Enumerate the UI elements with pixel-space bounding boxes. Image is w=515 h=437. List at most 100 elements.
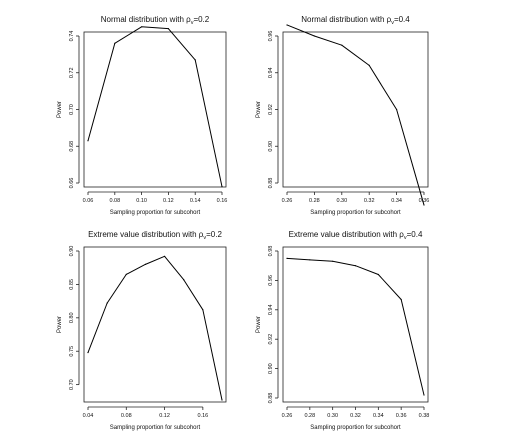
data-point — [87, 351, 89, 354]
chart-title-subscript: v — [203, 235, 206, 241]
data-point — [163, 255, 166, 257]
data-point — [141, 26, 143, 28]
y-tick-label: 0.88 — [268, 178, 274, 189]
plot-frame — [83, 246, 227, 403]
x-tick-label: 0.38 — [419, 413, 430, 419]
data-point — [194, 59, 196, 61]
x-tick-label: 0.08 — [121, 413, 132, 419]
y-tick-label: 0.90 — [268, 141, 274, 152]
chart-title-main: Extreme value distribution with ρ — [289, 230, 405, 239]
plot-frame — [83, 31, 227, 188]
chart-title: Normal distribution with ρv=0.4 — [301, 15, 410, 26]
x-tick-label: 0.32 — [364, 198, 375, 204]
y-tick-label: 0.94 — [268, 304, 274, 315]
chart-panel-1: Normal distribution with ρv=0.2 0.06 0.08 0… — [57, 15, 227, 216]
y-tick-label: 0.98 — [268, 246, 274, 257]
data-point — [368, 64, 370, 66]
data-point — [167, 28, 169, 30]
chart-title-subscript: v — [391, 20, 394, 26]
y-tick-label: 0.92 — [268, 104, 274, 115]
y-axis-label: Power — [57, 316, 63, 333]
y-axis-label: Power — [57, 101, 63, 118]
x-tick-label: 0.12 — [163, 198, 174, 204]
x-axis-label: Sampling proportion for subcohort — [310, 210, 401, 216]
y-tick-label: 0.88 — [268, 393, 274, 404]
y-tick-label: 0.94 — [268, 67, 274, 78]
y-tick-label: 0.70 — [69, 104, 75, 115]
x-tick-label: 0.06 — [83, 198, 94, 204]
x-tick-label: 0.32 — [350, 413, 361, 419]
power-series-line — [87, 255, 223, 401]
y-tick-label: 0.90 — [69, 246, 75, 257]
chart-title-subscript: v — [404, 235, 407, 241]
power-series-line — [286, 257, 425, 396]
data-point — [286, 257, 288, 259]
data-point — [332, 260, 334, 262]
y-tick-label: 0.74 — [69, 31, 75, 42]
data-point — [354, 265, 357, 267]
data-point — [125, 273, 127, 275]
plot-frame — [282, 246, 429, 403]
data-point — [106, 302, 108, 304]
data-point — [183, 279, 185, 281]
x-tick-label: 0.16 — [197, 413, 208, 419]
y-tick-label: 0.75 — [69, 346, 75, 357]
y-axis-label: Power — [256, 316, 262, 333]
data-point — [309, 259, 311, 261]
power-series-line — [286, 24, 425, 206]
x-axis-label: Sampling proportion for subcohort — [310, 425, 401, 431]
y-tick-label: 0.68 — [69, 141, 75, 152]
data-point — [400, 298, 402, 301]
x-tick-label: 0.14 — [190, 198, 201, 204]
data-point — [114, 42, 116, 44]
chart-title-main: Normal distribution with ρ — [101, 15, 191, 24]
chart-title-main: Extreme value distribution with ρ — [88, 230, 204, 239]
y-axis-label: Power — [256, 101, 262, 118]
x-tick-label: 0.36 — [396, 413, 407, 419]
power-series-line — [87, 26, 223, 187]
data-point — [423, 204, 425, 206]
chart-title-tail: =0.2 — [193, 15, 209, 24]
data-point — [202, 309, 204, 311]
data-point — [87, 140, 89, 142]
x-tick-label: 0.28 — [309, 198, 320, 204]
x-tick-label: 0.26 — [282, 198, 293, 204]
y-tick-label: 0.80 — [69, 312, 75, 323]
chart-panel-3: Extreme value distribution with ρv=0.2 0.… — [57, 230, 227, 431]
x-tick-label: 0.26 — [282, 413, 293, 419]
data-point — [396, 108, 398, 111]
plot-frame — [282, 31, 429, 188]
y-tick-label: 0.72 — [69, 67, 75, 78]
data-point — [221, 186, 223, 188]
chart-title-main: Normal distribution with ρ — [301, 15, 391, 24]
data-point — [144, 263, 147, 265]
x-tick-label: 0.34 — [373, 413, 384, 419]
x-tick-label: 0.16 — [217, 198, 228, 204]
data-point — [313, 35, 315, 37]
y-tick-label: 0.96 — [268, 275, 274, 286]
chart-title-tail: =0.4 — [407, 230, 423, 239]
data-point — [286, 24, 288, 26]
data-point — [341, 44, 343, 46]
x-tick-label: 0.04 — [83, 413, 94, 419]
y-tick-label: 0.70 — [69, 379, 75, 390]
data-point — [377, 273, 379, 276]
x-tick-label: 0.34 — [391, 198, 402, 204]
chart-title-tail: =0.4 — [394, 15, 410, 24]
y-tick-label: 0.90 — [268, 363, 274, 374]
x-axis-label: Sampling proportion for subcohort — [110, 210, 201, 216]
y-tick-label: 0.85 — [69, 279, 75, 290]
x-tick-label: 0.10 — [136, 198, 147, 204]
chart-title: Extreme value distribution with ρv=0.4 — [289, 230, 423, 241]
chart-panel-4: Extreme value distribution with ρv=0.4 0.… — [256, 230, 429, 431]
chart-title: Extreme value distribution with ρv=0.2 — [88, 230, 222, 241]
y-tick-label: 0.66 — [69, 178, 75, 189]
chart-title-subscript: v — [191, 20, 194, 26]
x-tick-label: 0.30 — [336, 198, 347, 204]
chart-title-tail: =0.2 — [206, 230, 222, 239]
x-axis-label: Sampling proportion for subcohort — [110, 425, 201, 431]
chart-panel-2: Normal distribution with ρv=0.4 0.26 0.28 0… — [256, 15, 429, 216]
x-tick-label: 0.30 — [327, 413, 338, 419]
x-tick-label: 0.08 — [109, 198, 120, 204]
